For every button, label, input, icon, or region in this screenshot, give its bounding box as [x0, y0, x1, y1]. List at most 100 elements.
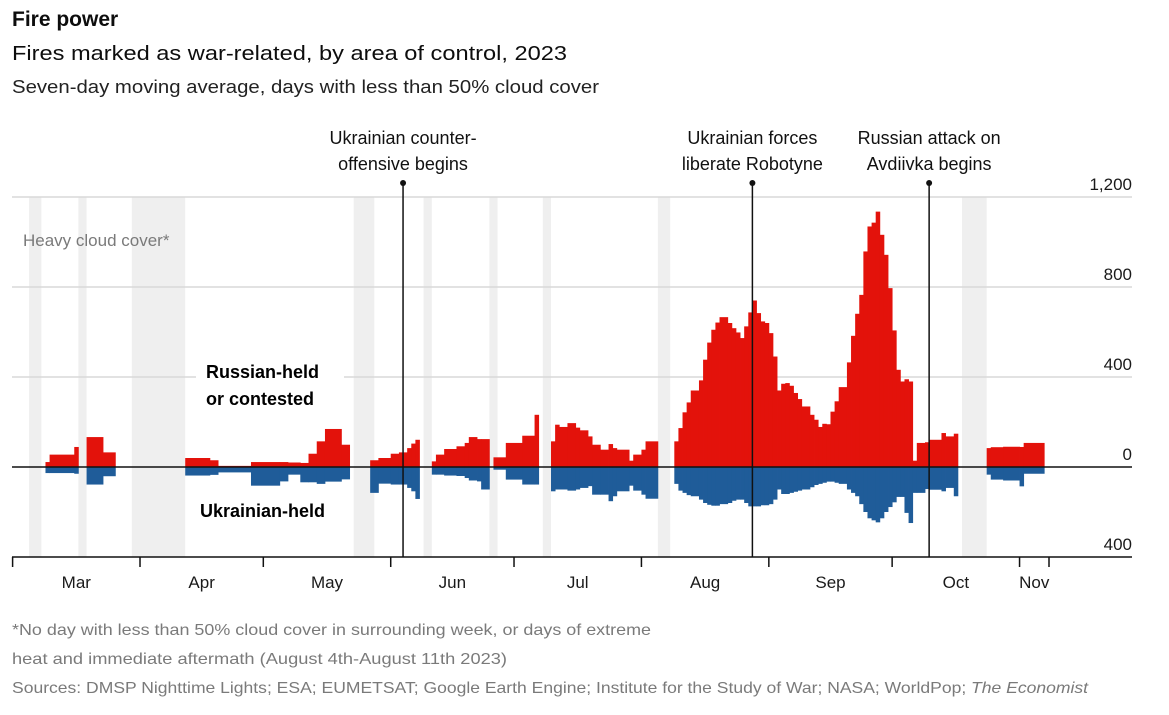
russian-bar — [888, 288, 893, 467]
ukrainian-bar — [551, 467, 556, 492]
russian-bar — [801, 406, 811, 467]
ukrainian-bar — [218, 467, 252, 473]
ukrainian-bar — [698, 467, 704, 500]
ukrainian-bar — [703, 467, 708, 503]
annotation-dot — [400, 180, 407, 186]
russian-bar — [875, 211, 881, 467]
russian-bar — [900, 381, 905, 467]
russian-bar — [468, 437, 478, 467]
russian-bar — [863, 251, 868, 467]
annotation-label: Avdiivka begins — [867, 154, 992, 174]
y-tick-label: 0 — [1123, 445, 1132, 464]
russian-bar — [645, 441, 659, 467]
russian-bar — [822, 423, 827, 467]
russian-bar — [735, 332, 741, 467]
ukrainian-bar — [756, 467, 762, 507]
month-label: Jul — [567, 573, 589, 592]
russian-bar — [415, 439, 420, 467]
ukrainian-bar — [990, 467, 1004, 480]
russian-bar — [908, 381, 914, 467]
ukrainian-bar — [431, 467, 437, 475]
russian-bar — [846, 362, 852, 467]
ukrainian-bar — [740, 467, 745, 500]
month-label: May — [311, 573, 344, 592]
russian-bar — [789, 385, 794, 467]
ukrainian-bar — [855, 467, 860, 497]
russian-bar — [477, 439, 482, 467]
y-tick-label: 800 — [1104, 265, 1132, 284]
ukrainian-bar — [719, 467, 729, 505]
ukrainian-bar — [579, 467, 589, 488]
russian-bar — [879, 234, 885, 467]
russian-bar — [341, 444, 351, 467]
ukrainian-bar — [308, 467, 318, 483]
russian-bar — [859, 294, 864, 467]
ukrainian-series-label: Ukrainian-held — [200, 501, 325, 521]
y-tick-label: 400 — [1104, 355, 1132, 374]
ukrainian-bar — [575, 467, 581, 490]
russian-bar — [633, 454, 642, 467]
russian-bar — [834, 401, 840, 467]
russian-bar — [316, 441, 326, 467]
russian-bar — [431, 461, 437, 467]
ukrainian-bar — [682, 467, 688, 493]
russian-bar — [990, 447, 1004, 467]
russian-series-label-1: Russian-held — [206, 362, 319, 382]
ukrainian-bar — [74, 467, 79, 474]
russian-series-label-2: or contested — [206, 389, 314, 409]
ukrainian-bar — [435, 467, 445, 475]
ukrainian-bar — [370, 467, 379, 493]
ukrainian-bar — [892, 467, 897, 503]
ukrainian-bar — [686, 467, 692, 496]
russian-bar — [916, 442, 926, 467]
ukrainian-bar — [888, 467, 893, 508]
ukrainian-bar — [1023, 467, 1045, 474]
ukrainian-bar — [752, 467, 757, 507]
ukrainian-bar — [871, 467, 877, 521]
russian-bar — [209, 460, 219, 467]
ukrainian-bar — [279, 467, 289, 482]
ukrainian-bar — [863, 467, 868, 512]
ukrainian-bar — [834, 467, 840, 483]
russian-bar — [1019, 446, 1025, 467]
ukrainian-bar — [707, 467, 712, 505]
ukrainian-bar — [731, 467, 737, 501]
month-label: Nov — [1019, 573, 1050, 592]
ukrainian-bar — [916, 467, 926, 493]
russian-bar — [103, 452, 116, 467]
ukrainian-bar — [859, 467, 864, 505]
ukrainian-bar — [772, 467, 778, 500]
russian-bar — [772, 356, 778, 467]
russian-bar — [892, 330, 897, 467]
ukrainian-bar — [86, 467, 104, 485]
russian-bar — [592, 444, 601, 467]
russian-bar — [826, 424, 831, 467]
ukrainian-bar — [390, 467, 400, 485]
russian-bar — [378, 458, 392, 467]
ukrainian-bar — [941, 467, 946, 492]
ukrainian-bar — [867, 467, 872, 519]
russian-bar — [912, 460, 918, 467]
russian-bar — [464, 442, 470, 467]
russian-bar — [793, 392, 799, 467]
ukrainian-bar — [715, 467, 720, 506]
russian-bar — [904, 379, 909, 467]
month-label: Jun — [439, 573, 466, 592]
russian-bar — [555, 424, 560, 467]
ukrainian-bar — [505, 467, 523, 480]
ukrainian-bar — [250, 467, 281, 486]
russian-bar — [588, 436, 593, 467]
russian-bar — [600, 449, 609, 467]
ukrainian-bar — [727, 467, 733, 503]
ukrainian-bar — [567, 467, 577, 491]
russian-bar — [505, 442, 523, 467]
ukrainian-bar — [904, 467, 909, 513]
ukrainian-bar — [1019, 467, 1025, 487]
russian-bar — [809, 414, 815, 467]
russian-bar — [781, 383, 786, 467]
ukrainian-bar — [444, 467, 457, 476]
russian-bar — [1003, 446, 1020, 467]
russian-bar — [867, 226, 872, 467]
month-label: Apr — [188, 573, 215, 592]
